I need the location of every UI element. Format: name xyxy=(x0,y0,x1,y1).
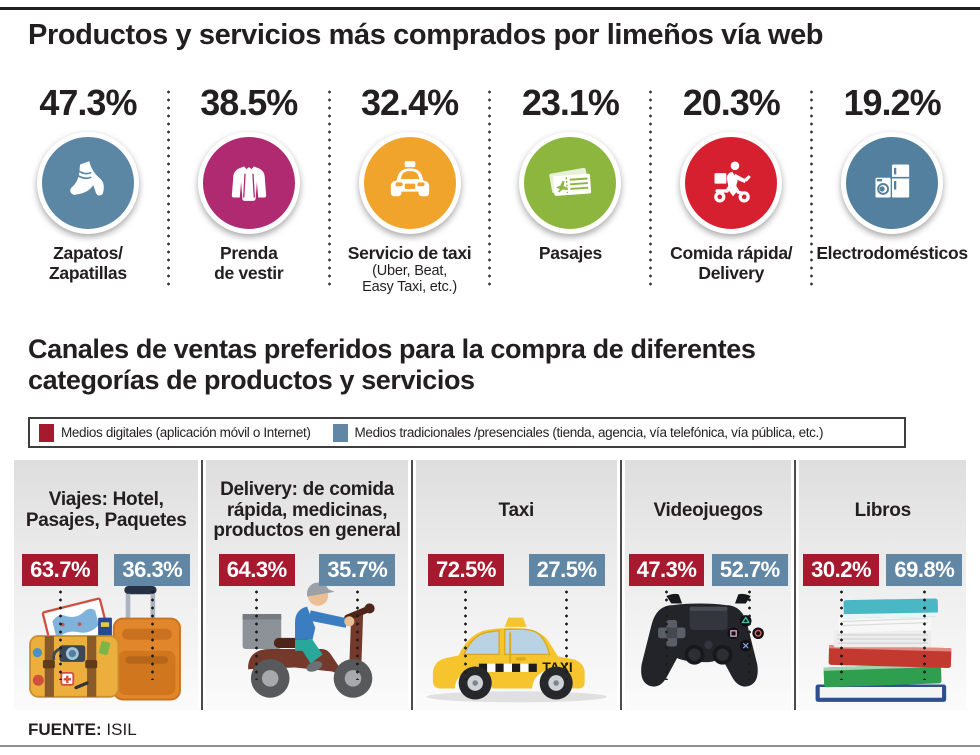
dotted-leader xyxy=(665,588,669,680)
panel-taxi: Taxi 72.5% 27.5% xyxy=(415,460,617,710)
dotted-leader xyxy=(464,588,468,680)
tickets-icon xyxy=(519,132,622,234)
taxi-illustration: TAXI xyxy=(416,568,617,706)
dotted-separator xyxy=(327,88,331,290)
digital-percentage-badge: 64.3% xyxy=(218,554,295,586)
product-pasajes: 23.1% Pasajes xyxy=(492,82,648,296)
traditional-percentage-badge: 52.7% xyxy=(711,554,788,586)
channels-section-title: Canales de ventas preferidos para la com… xyxy=(28,334,756,395)
dotted-leader xyxy=(255,588,259,680)
dotted-separator xyxy=(649,88,653,290)
digital-legend-label: Medios digitales (aplicación móvil o Int… xyxy=(61,425,311,440)
product-label: Pasajes xyxy=(538,243,602,263)
panel-videojuegos: Videojuegos 47.3% 52.7% xyxy=(624,460,792,710)
dotted-separator xyxy=(810,88,814,290)
dotted-leader xyxy=(922,588,926,680)
digital-legend-swatch xyxy=(39,423,54,442)
product-percentage: 47.3% xyxy=(39,82,137,123)
product-label: Zapatos/ Zapatillas xyxy=(49,243,127,284)
source-label: FUENTE: xyxy=(28,720,102,739)
product-taxi: 32.4% Servicio de taxi (Uber, Beat, Easy… xyxy=(332,82,488,296)
product-percentage: 19.2% xyxy=(843,82,942,123)
product-percentage: 23.1% xyxy=(521,82,620,123)
traditional-percentage-badge: 36.3% xyxy=(114,554,191,586)
dotted-leader xyxy=(150,588,154,680)
product-label: Comida rápida/ Delivery xyxy=(670,243,793,284)
traditional-legend-label: Medios tradicionales /presenciales (tien… xyxy=(354,425,824,440)
dotted-leader xyxy=(355,588,359,680)
traditional-percentage-badge: 27.5% xyxy=(528,554,605,586)
panel-divider xyxy=(201,460,204,710)
product-prenda: 38.5% Prenda de vestir xyxy=(171,82,327,296)
product-label: Servicio de taxi xyxy=(347,243,472,263)
traditional-percentage-badge: 35.7% xyxy=(319,554,396,586)
panel-title: Videojuegos xyxy=(653,499,764,521)
dotted-leader xyxy=(748,588,752,680)
panel-title: Delivery: de comida rápida, medicinas, p… xyxy=(213,478,401,542)
product-percentage: 32.4% xyxy=(361,82,459,123)
product-sublabel: (Uber, Beat, Easy Taxi, etc.) xyxy=(362,263,457,296)
gamepad-illustration xyxy=(625,582,792,706)
source-note: FUENTE: ISIL xyxy=(28,720,137,740)
channel-panels: Viajes: Hotel, Pasajes, Paquetes 63.7% 3… xyxy=(14,460,966,710)
jacket-icon xyxy=(197,132,300,234)
bottom-rule xyxy=(0,745,980,747)
delivery-scooter-icon xyxy=(680,132,783,234)
digital-percentage-badge: 30.2% xyxy=(803,554,880,586)
panel-libros: Libros 30.2% 69.8% xyxy=(799,460,966,710)
traditional-legend-swatch xyxy=(332,423,348,442)
dotted-leader xyxy=(839,588,843,680)
panel-divider xyxy=(619,460,622,710)
panel-title: Viajes: Hotel, Pasajes, Paquetes xyxy=(25,489,187,531)
top-rule xyxy=(0,7,980,10)
dotted-separator xyxy=(488,88,492,290)
dotted-leader xyxy=(58,588,62,680)
dotted-leader xyxy=(565,588,569,680)
book-stack-illustration xyxy=(799,582,966,706)
appliances-icon xyxy=(841,132,944,234)
dotted-separator xyxy=(166,88,170,290)
panel-divider xyxy=(794,460,797,710)
product-zapatos: 47.3% Zapatos/ Zapatillas xyxy=(10,82,166,296)
product-percentage: 38.5% xyxy=(200,82,298,123)
panel-viajes: Viajes: Hotel, Pasajes, Paquetes 63.7% 3… xyxy=(14,460,199,710)
product-label: Electrodomésticos xyxy=(816,243,968,263)
legend-box: Medios digitales (aplicación móvil o Int… xyxy=(28,417,906,448)
product-label: Prenda de vestir xyxy=(214,243,284,284)
page-title: Productos y servicios más comprados por … xyxy=(28,19,824,51)
product-comida: 20.3% Comida rápida/ Delive xyxy=(653,82,809,296)
top-products-row: 47.3% Zapatos/ Zapatillas 38.5% Pren xyxy=(10,82,970,296)
digital-percentage-badge: 72.5% xyxy=(428,554,504,586)
high-heel-shoe-icon xyxy=(36,132,139,234)
luggage-illustration xyxy=(14,568,198,706)
digital-percentage-badge: 63.7% xyxy=(22,554,99,586)
panel-title: Libros xyxy=(854,499,912,521)
traditional-percentage-badge: 69.8% xyxy=(886,554,963,586)
product-percentage: 20.3% xyxy=(682,82,781,123)
panel-title: Taxi xyxy=(498,499,535,521)
panel-delivery: Delivery: de comida rápida, medicinas, p… xyxy=(206,460,408,710)
source-value: ISIL xyxy=(106,720,137,739)
product-electro: 19.2% Electrodomésticos xyxy=(814,82,970,296)
taxi-front-icon xyxy=(358,132,461,234)
panel-divider xyxy=(410,460,413,710)
digital-percentage-badge: 47.3% xyxy=(628,554,705,586)
